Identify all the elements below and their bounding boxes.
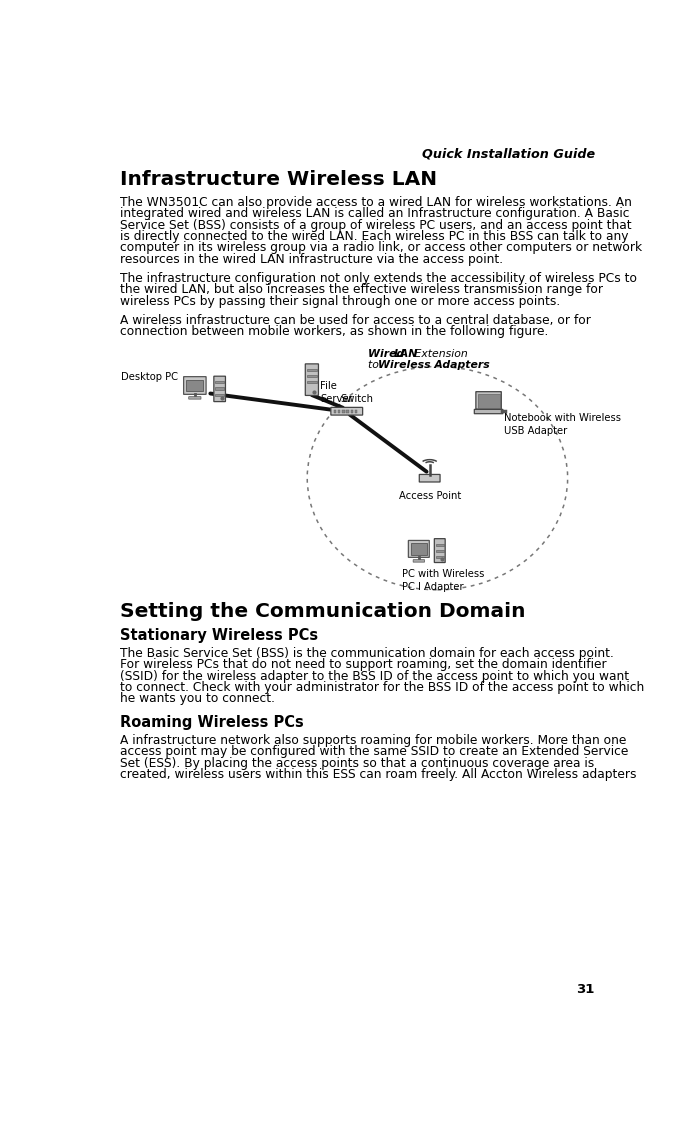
Text: Switch: Switch <box>341 394 374 404</box>
Text: to: to <box>368 361 382 370</box>
FancyBboxPatch shape <box>476 391 501 409</box>
FancyBboxPatch shape <box>408 541 429 558</box>
Text: Quick Installation Guide: Quick Installation Guide <box>422 147 595 161</box>
Text: The Basic Service Set (BSS) is the communication domain for each access point.: The Basic Service Set (BSS) is the commu… <box>120 647 613 659</box>
Bar <box>477 394 500 408</box>
Text: Stationary Wireless PCs: Stationary Wireless PCs <box>120 629 318 644</box>
FancyBboxPatch shape <box>183 377 206 395</box>
Text: PC with Wireless
PC I Adapter: PC with Wireless PC I Adapter <box>401 569 484 593</box>
Text: Wired: Wired <box>368 348 408 359</box>
Text: Wireless Adapters: Wireless Adapters <box>378 361 490 370</box>
FancyBboxPatch shape <box>413 560 424 562</box>
FancyBboxPatch shape <box>189 397 201 399</box>
Bar <box>334 409 336 413</box>
FancyBboxPatch shape <box>475 409 503 414</box>
Text: Notebook with Wireless
USB Adapter: Notebook with Wireless USB Adapter <box>504 413 621 435</box>
Bar <box>342 409 344 413</box>
Bar <box>411 543 427 554</box>
Text: Access Point: Access Point <box>399 491 461 501</box>
Text: LAN: LAN <box>394 348 418 359</box>
Text: he wants you to connect.: he wants you to connect. <box>120 692 275 706</box>
Text: access point may be configured with the same SSID to create an Extended Service: access point may be configured with the … <box>120 745 628 758</box>
Text: For wireless PCs that do not need to support roaming, set the domain identifier: For wireless PCs that do not need to sup… <box>120 658 606 671</box>
Bar <box>346 409 348 413</box>
Bar <box>307 375 317 378</box>
Text: Roaming Wireless PCs: Roaming Wireless PCs <box>120 716 303 731</box>
FancyBboxPatch shape <box>420 474 440 482</box>
FancyBboxPatch shape <box>305 364 319 396</box>
Text: The infrastructure configuration not only extends the accessibility of wireless : The infrastructure configuration not onl… <box>120 271 636 285</box>
FancyBboxPatch shape <box>434 538 445 562</box>
Bar <box>186 380 204 391</box>
Text: Extension: Extension <box>411 348 468 359</box>
Bar <box>307 369 317 371</box>
Text: Setting the Communication Domain: Setting the Communication Domain <box>120 602 525 621</box>
Text: is directly connected to the wired LAN. Each wireless PC in this BSS can talk to: is directly connected to the wired LAN. … <box>120 230 628 243</box>
Text: to connect. Check with your administrator for the BSS ID of the access point to : to connect. Check with your administrato… <box>120 681 644 694</box>
Bar <box>338 409 340 413</box>
Text: 31: 31 <box>576 983 595 995</box>
Text: File
Server: File Server <box>321 381 353 405</box>
Text: resources in the wired LAN infrastructure via the access point.: resources in the wired LAN infrastructur… <box>120 252 503 266</box>
Bar <box>436 544 444 546</box>
Text: Service Set (BSS) consists of a group of wireless PC users, and an access point : Service Set (BSS) consists of a group of… <box>120 218 631 232</box>
Bar <box>436 550 444 552</box>
Text: computer in its wireless group via a radio link, or access other computers or ne: computer in its wireless group via a rad… <box>120 241 642 254</box>
Bar <box>307 381 317 383</box>
Bar <box>215 394 224 396</box>
Bar <box>436 556 444 558</box>
Text: (SSID) for the wireless adapter to the BSS ID of the access point to which you w: (SSID) for the wireless adapter to the B… <box>120 670 629 683</box>
Text: A infrastructure network also supports roaming for mobile workers. More than one: A infrastructure network also supports r… <box>120 734 626 746</box>
Text: wireless PCs by passing their signal through one or more access points.: wireless PCs by passing their signal thr… <box>120 295 560 308</box>
Bar <box>351 409 353 413</box>
Text: Infrastructure Wireless LAN: Infrastructure Wireless LAN <box>120 171 437 189</box>
Text: the wired LAN, but also increases the effective wireless transmission range for: the wired LAN, but also increases the ef… <box>120 283 603 296</box>
Text: Desktop PC: Desktop PC <box>121 372 178 382</box>
Bar <box>215 381 224 383</box>
FancyBboxPatch shape <box>331 407 362 415</box>
Text: connection between mobile workers, as shown in the following figure.: connection between mobile workers, as sh… <box>120 325 548 338</box>
Text: A wireless infrastructure can be used for access to a central database, or for: A wireless infrastructure can be used fo… <box>120 313 590 327</box>
Text: The WN3501C can also provide access to a wired LAN for wireless workstations. An: The WN3501C can also provide access to a… <box>120 196 631 209</box>
Text: integrated wired and wireless LAN is called an Infrastructure configuration. A B: integrated wired and wireless LAN is cal… <box>120 207 629 221</box>
Text: created, wireless users within this ESS can roam freely. All Accton Wireless ada: created, wireless users within this ESS … <box>120 768 636 782</box>
Bar <box>355 409 358 413</box>
Text: Set (ESS). By placing the access points so that a continuous coverage area is: Set (ESS). By placing the access points … <box>120 757 594 770</box>
FancyBboxPatch shape <box>214 377 225 402</box>
Bar <box>215 387 224 389</box>
